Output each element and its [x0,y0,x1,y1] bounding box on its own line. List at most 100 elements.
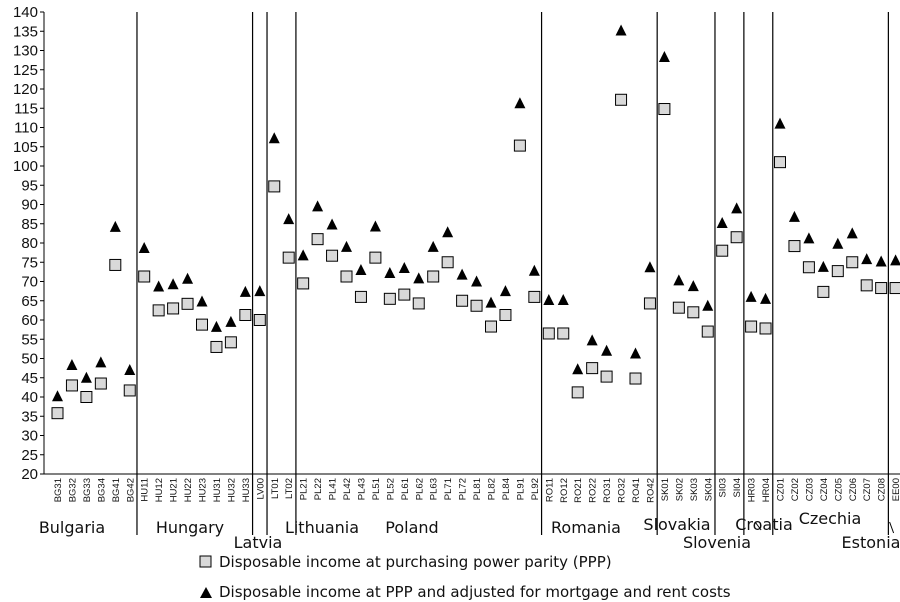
ppp-square-point [398,288,411,301]
x-tick-label: HU33 [241,478,252,502]
ppp-adjusted-triangle-point [66,359,78,371]
ppp-adjusted-triangle-point [528,264,540,276]
ppp-adjusted-triangle-point [95,356,107,368]
ppp-adjusted-triangle-point [369,220,381,232]
ppp-square-point [369,251,382,264]
ppp-square-point [875,282,888,295]
x-tick-label: SK02 [674,478,685,501]
ppp-adjusted-triangle-point [615,24,627,36]
ppp-square-point [412,297,425,310]
x-tick-label: RO11 [544,478,555,502]
x-tick-label: PL92 [530,478,541,500]
series-ppp-adjusted [52,24,900,402]
legend-square-marker [199,555,212,568]
ppp-square-point [239,308,252,321]
ppp-square-point [643,297,656,310]
ppp-adjusted-triangle-point [254,285,266,297]
x-axis: BG31 BG32 BG33 BG34 BG41 BG42 HU11 HU12 HU21 HU22… [44,473,900,503]
ppp-adjusted-triangle-point [543,293,555,305]
ppp-adjusted-triangle-point [427,240,439,252]
y-tick-label: 100 [13,158,38,175]
x-tick-label: RO22 [588,478,599,503]
x-tick-label: RO41 [631,478,642,503]
ppp-adjusted-triangle-point [52,390,63,402]
ppp-square-point [846,256,859,269]
x-tick-label: PL63 [429,478,440,500]
x-tick-label: RO32 [617,478,628,503]
y-tick-label: 55 [21,331,38,348]
ppp-square-point [167,302,180,315]
x-tick-label: HU23 [198,478,209,502]
ppp-square-point [629,372,642,385]
legend: Disposable income at purchasing power pa… [199,553,731,601]
ppp-adjusted-triangle-point [239,285,251,297]
ppp-square-point [51,407,64,420]
ppp-adjusted-triangle-point [644,261,656,273]
x-tick-label: HU32 [226,478,237,502]
country-label-romania: Romania [551,518,621,537]
y-tick-label: 60 [21,312,38,329]
legend-triangle-marker [200,587,212,598]
ppp-adjusted-triangle-point [702,299,714,311]
ppp-adjusted-triangle-point [716,216,728,228]
ppp-adjusted-triangle-point [182,272,194,284]
x-tick-label: CZ03 [804,478,815,501]
x-tick-label: PL51 [371,478,382,500]
x-tick-label: PL22 [313,478,324,500]
ppp-square-point [340,270,353,283]
group-separators [136,12,889,535]
x-tick-label: LT02 [284,478,295,499]
ppp-adjusted-triangle-point [124,364,136,376]
ppp-adjusted-triangle-point [788,210,800,222]
x-tick-label: PL62 [414,478,425,500]
ppp-square-point [788,240,801,253]
ppp-square-point [268,180,281,193]
ppp-adjusted-triangle-point [80,371,92,383]
y-tick-label: 110 [14,120,38,137]
country-label-lithuania: Lithuania [285,518,359,537]
ppp-adjusted-triangle-point [832,237,844,249]
x-tick-label: HU22 [183,478,194,502]
y-tick-label: 25 [21,447,38,464]
ppp-square-point [297,277,310,290]
ppp-adjusted-triangle-point [499,285,511,297]
ppp-square-point [860,279,873,292]
ppp-square-point [745,320,758,333]
ppp-square-point [687,306,700,319]
x-tick-label: BG34 [96,478,107,502]
ppp-square-point [181,297,194,310]
ppp-adjusted-triangle-point [803,232,815,244]
ppp-square-point [672,301,685,314]
ppp-square-point [889,282,900,295]
x-tick-label: PL52 [385,478,396,500]
estonia-leader-line [889,521,895,534]
x-tick-label: CZ07 [862,478,873,501]
x-tick-label: BG41 [111,478,122,502]
x-tick-label: EE00 [891,478,900,501]
country-label-hungary: Hungary [156,518,224,537]
x-tick-label: SI03 [718,478,729,498]
ppp-square-point [542,327,555,340]
ppp-square-point [196,318,208,331]
ppp-adjusted-triangle-point [138,242,150,254]
country-label-croatia: Croatia [735,515,793,534]
y-axis: 20 25 30 35 40 45 50 55 60 65 70 75 80 85 90 95 100 105 11… [13,4,45,483]
ppp-square-point [774,156,786,169]
ppp-adjusted-triangle-point [875,255,887,267]
y-tick-label: 50 [21,351,38,368]
x-tick-label: CZ01 [776,478,787,501]
series-ppp [51,93,900,420]
ppp-adjusted-triangle-point [167,278,179,290]
country-label-poland: Poland [385,518,438,537]
ppp-square-point [571,386,584,399]
ppp-adjusted-triangle-point [326,218,338,230]
ppp-square-point [557,327,570,340]
country-label-bulgaria: Bulgaria [39,518,105,537]
ppp-square-point [831,265,844,278]
ppp-square-point [456,294,469,307]
x-tick-label: SI04 [732,478,743,498]
x-tick-label: HU21 [169,478,180,502]
x-tick-label: BG42 [125,478,136,502]
legend-label-ppp-adjusted: Disposable income at PPP and adjusted fo… [219,583,731,601]
ppp-square-point [210,340,223,353]
